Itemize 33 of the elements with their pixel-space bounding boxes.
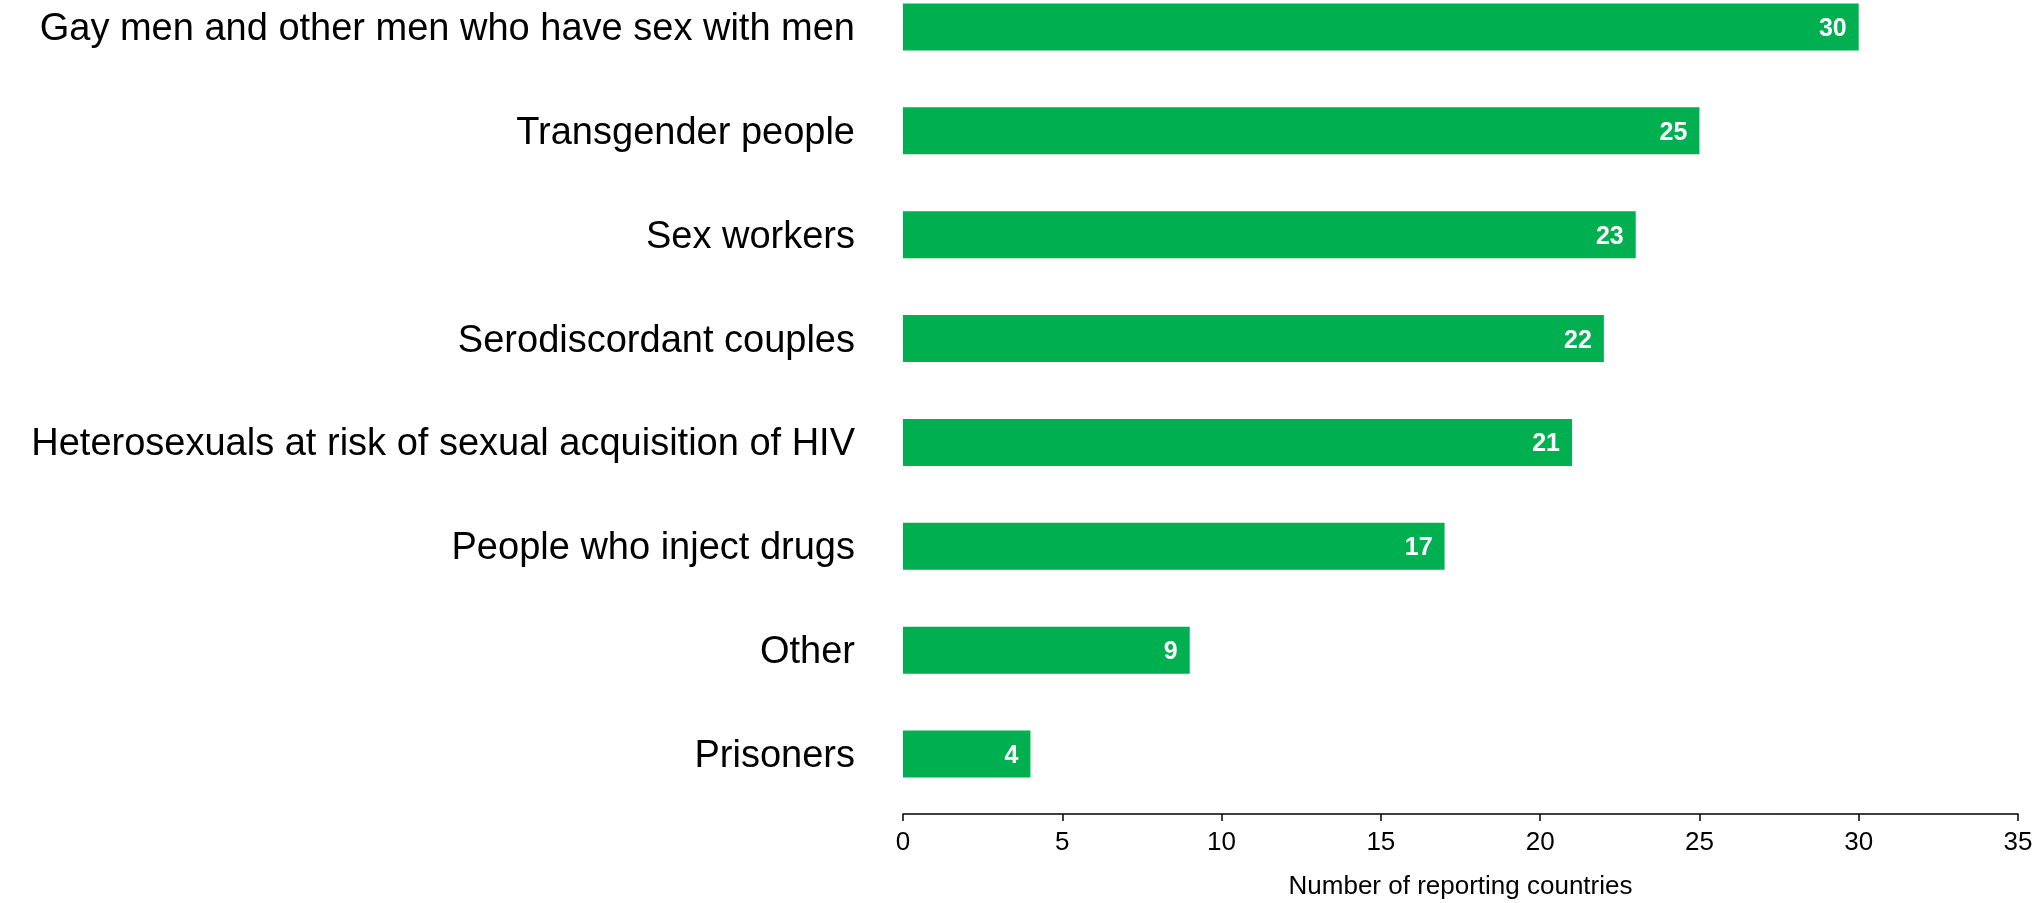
- data-label: 25: [1659, 116, 1688, 145]
- x-tick-label: 5: [1055, 826, 1070, 856]
- bar: [903, 522, 1445, 570]
- data-label: 30: [1818, 13, 1847, 41]
- x-axis-title: Number of reporting countries: [1288, 870, 1633, 900]
- x-tick-label: 0: [895, 826, 911, 856]
- bar: [903, 418, 1572, 466]
- data-label: 4: [1004, 740, 1019, 768]
- data-label: 17: [1404, 532, 1433, 561]
- bar: [903, 3, 1859, 51]
- bar: [903, 626, 1190, 674]
- y-tick-label: Heterosexuals at risk of sexual acquisition of HIV: [31, 421, 856, 464]
- data-label: 21: [1532, 428, 1561, 457]
- x-tick-label: 25: [1684, 826, 1714, 856]
- y-tick-label: Other: [759, 629, 856, 672]
- x-tick-label: 20: [1525, 826, 1555, 856]
- bar: [903, 730, 1031, 778]
- bar: [903, 315, 1604, 363]
- y-tick-label: Sex workers: [645, 213, 855, 256]
- bar: [903, 211, 1636, 259]
- y-tick-label: People who inject drugs: [451, 525, 855, 568]
- x-tick-label: 30: [1844, 826, 1874, 856]
- x-tick-label: 10: [1207, 826, 1237, 856]
- y-tick-label: Gay men and other men who have sex with men: [39, 6, 855, 48]
- data-label: 23: [1595, 220, 1624, 249]
- data-label: 9: [1163, 636, 1178, 665]
- data-label: 22: [1564, 324, 1592, 353]
- bar: [903, 107, 1700, 155]
- x-tick-label: 15: [1366, 826, 1396, 856]
- y-tick-label: Transgender people: [516, 109, 855, 152]
- y-tick-label: Prisoners: [694, 733, 855, 775]
- y-tick-label: Serodiscordant couples: [457, 317, 855, 360]
- x-tick-label: 35: [2003, 826, 2033, 856]
